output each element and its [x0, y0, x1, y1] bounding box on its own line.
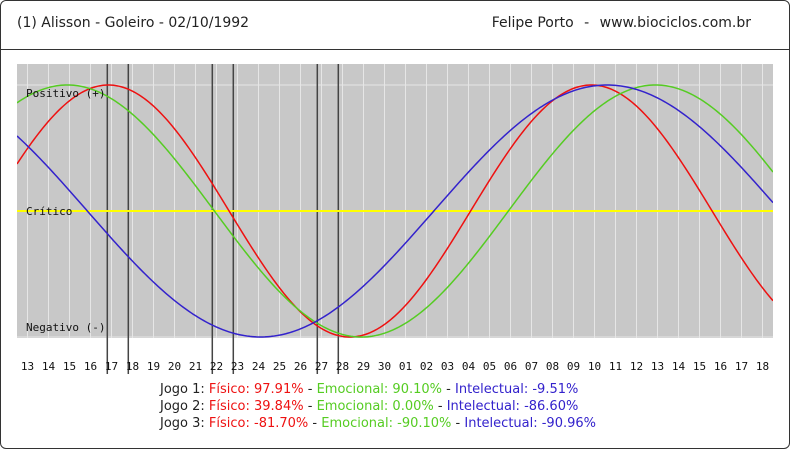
author-name: Felipe Porto: [491, 15, 574, 31]
x-tick-label: 24: [252, 360, 266, 373]
emocional-value: Emocional: 90.10%: [316, 382, 443, 397]
site-link[interactable]: www.biociclos.com.br: [599, 15, 751, 31]
level-labels: Positivo (+) Crítico Negativo (-): [26, 87, 105, 334]
x-tick-label: 09: [567, 360, 580, 373]
x-tick-label: 15: [63, 360, 76, 373]
x-tick-label: 22: [210, 360, 223, 373]
curve-emocional: [17, 84, 773, 338]
summary-label: Jogo 3:: [160, 416, 205, 431]
credits-separator: -: [584, 15, 590, 31]
x-tick-label: 07: [525, 360, 538, 373]
x-tick-label: 03: [441, 360, 454, 373]
fisico-value: Físico: -81.70%: [208, 416, 309, 431]
x-tick-label: 18: [756, 360, 769, 373]
x-tick-label: 13: [651, 360, 664, 373]
level-label-positivo: Positivo (+): [26, 87, 105, 100]
curve-intelectual: [17, 84, 773, 338]
biorhythm-chart: Positivo (+) Crítico Negativo (-) 13 14 15 16…: [17, 64, 773, 374]
plot-background: [17, 64, 773, 338]
intelectual-value: Intelectual: -90.96%: [464, 416, 597, 431]
x-tick-label: 05: [483, 360, 496, 373]
summary-label: Jogo 1:: [160, 382, 205, 397]
curve-fisico: [17, 84, 773, 338]
x-tick-label: 11: [609, 360, 622, 373]
x-tick-label: 30: [378, 360, 391, 373]
x-tick-label: 12: [630, 360, 643, 373]
level-label-negativo: Negativo (-): [26, 321, 105, 334]
emocional-value: Emocional: 0.00%: [316, 399, 434, 414]
x-tick-label: 18: [126, 360, 139, 373]
x-tick-label: 21: [189, 360, 202, 373]
x-tick-label: 16: [714, 360, 727, 373]
x-tick-label: 13: [21, 360, 34, 373]
x-tick-label: 26: [294, 360, 307, 373]
x-tick-label: 20: [168, 360, 181, 373]
x-tick-label: 15: [693, 360, 706, 373]
x-tick-label: 19: [147, 360, 160, 373]
x-tick-label: 17: [735, 360, 748, 373]
x-tick-label: 02: [420, 360, 433, 373]
summary-label: Jogo 2:: [160, 399, 205, 414]
x-tick-label: 28: [336, 360, 349, 373]
x-tick-label: 06: [504, 360, 517, 373]
header-bar: (1) Alisson - Goleiro - 02/10/1992 Felip…: [1, 1, 789, 50]
summary-row-3: Jogo 3: Físico: -81.70% - Emocional: -90…: [160, 416, 597, 431]
level-label-critico: Crítico: [26, 205, 72, 218]
subject-title: (1) Alisson - Goleiro - 02/10/1992: [17, 15, 250, 31]
summary-row-2: Jogo 2: Físico: 39.84% - Emocional: 0.00…: [160, 399, 579, 414]
summary-row-1: Jogo 1: Físico: 97.91% - Emocional: 90.1…: [160, 382, 579, 397]
curves: [17, 84, 773, 338]
x-tick-label: 01: [399, 360, 412, 373]
fisico-value: Físico: 39.84%: [208, 399, 304, 414]
axis-band: [17, 338, 773, 374]
emocional-value: Emocional: -90.10%: [321, 416, 452, 431]
credits: Felipe Porto - www.biociclos.com.br: [486, 15, 751, 31]
x-tick-label: 08: [546, 360, 559, 373]
x-tick-label: 16: [84, 360, 97, 373]
intelectual-value: Intelectual: -9.51%: [455, 382, 579, 397]
x-tick-label: 23: [231, 360, 244, 373]
x-tick-labels: 13 14 15 16 17 18 19 20 21 22 23 24 25 26 27 28 29 30 01 02…: [21, 360, 769, 373]
x-tick-label: 27: [315, 360, 328, 373]
x-tick-label: 17: [105, 360, 118, 373]
x-tick-label: 25: [273, 360, 286, 373]
fisico-value: Físico: 97.91%: [208, 382, 304, 397]
x-tick-label: 04: [462, 360, 476, 373]
x-tick-label: 10: [588, 360, 601, 373]
x-tick-label: 14: [672, 360, 686, 373]
x-tick-label: 29: [357, 360, 370, 373]
x-tick-label: 14: [42, 360, 56, 373]
intelectual-value: Intelectual: -86.60%: [446, 399, 579, 414]
